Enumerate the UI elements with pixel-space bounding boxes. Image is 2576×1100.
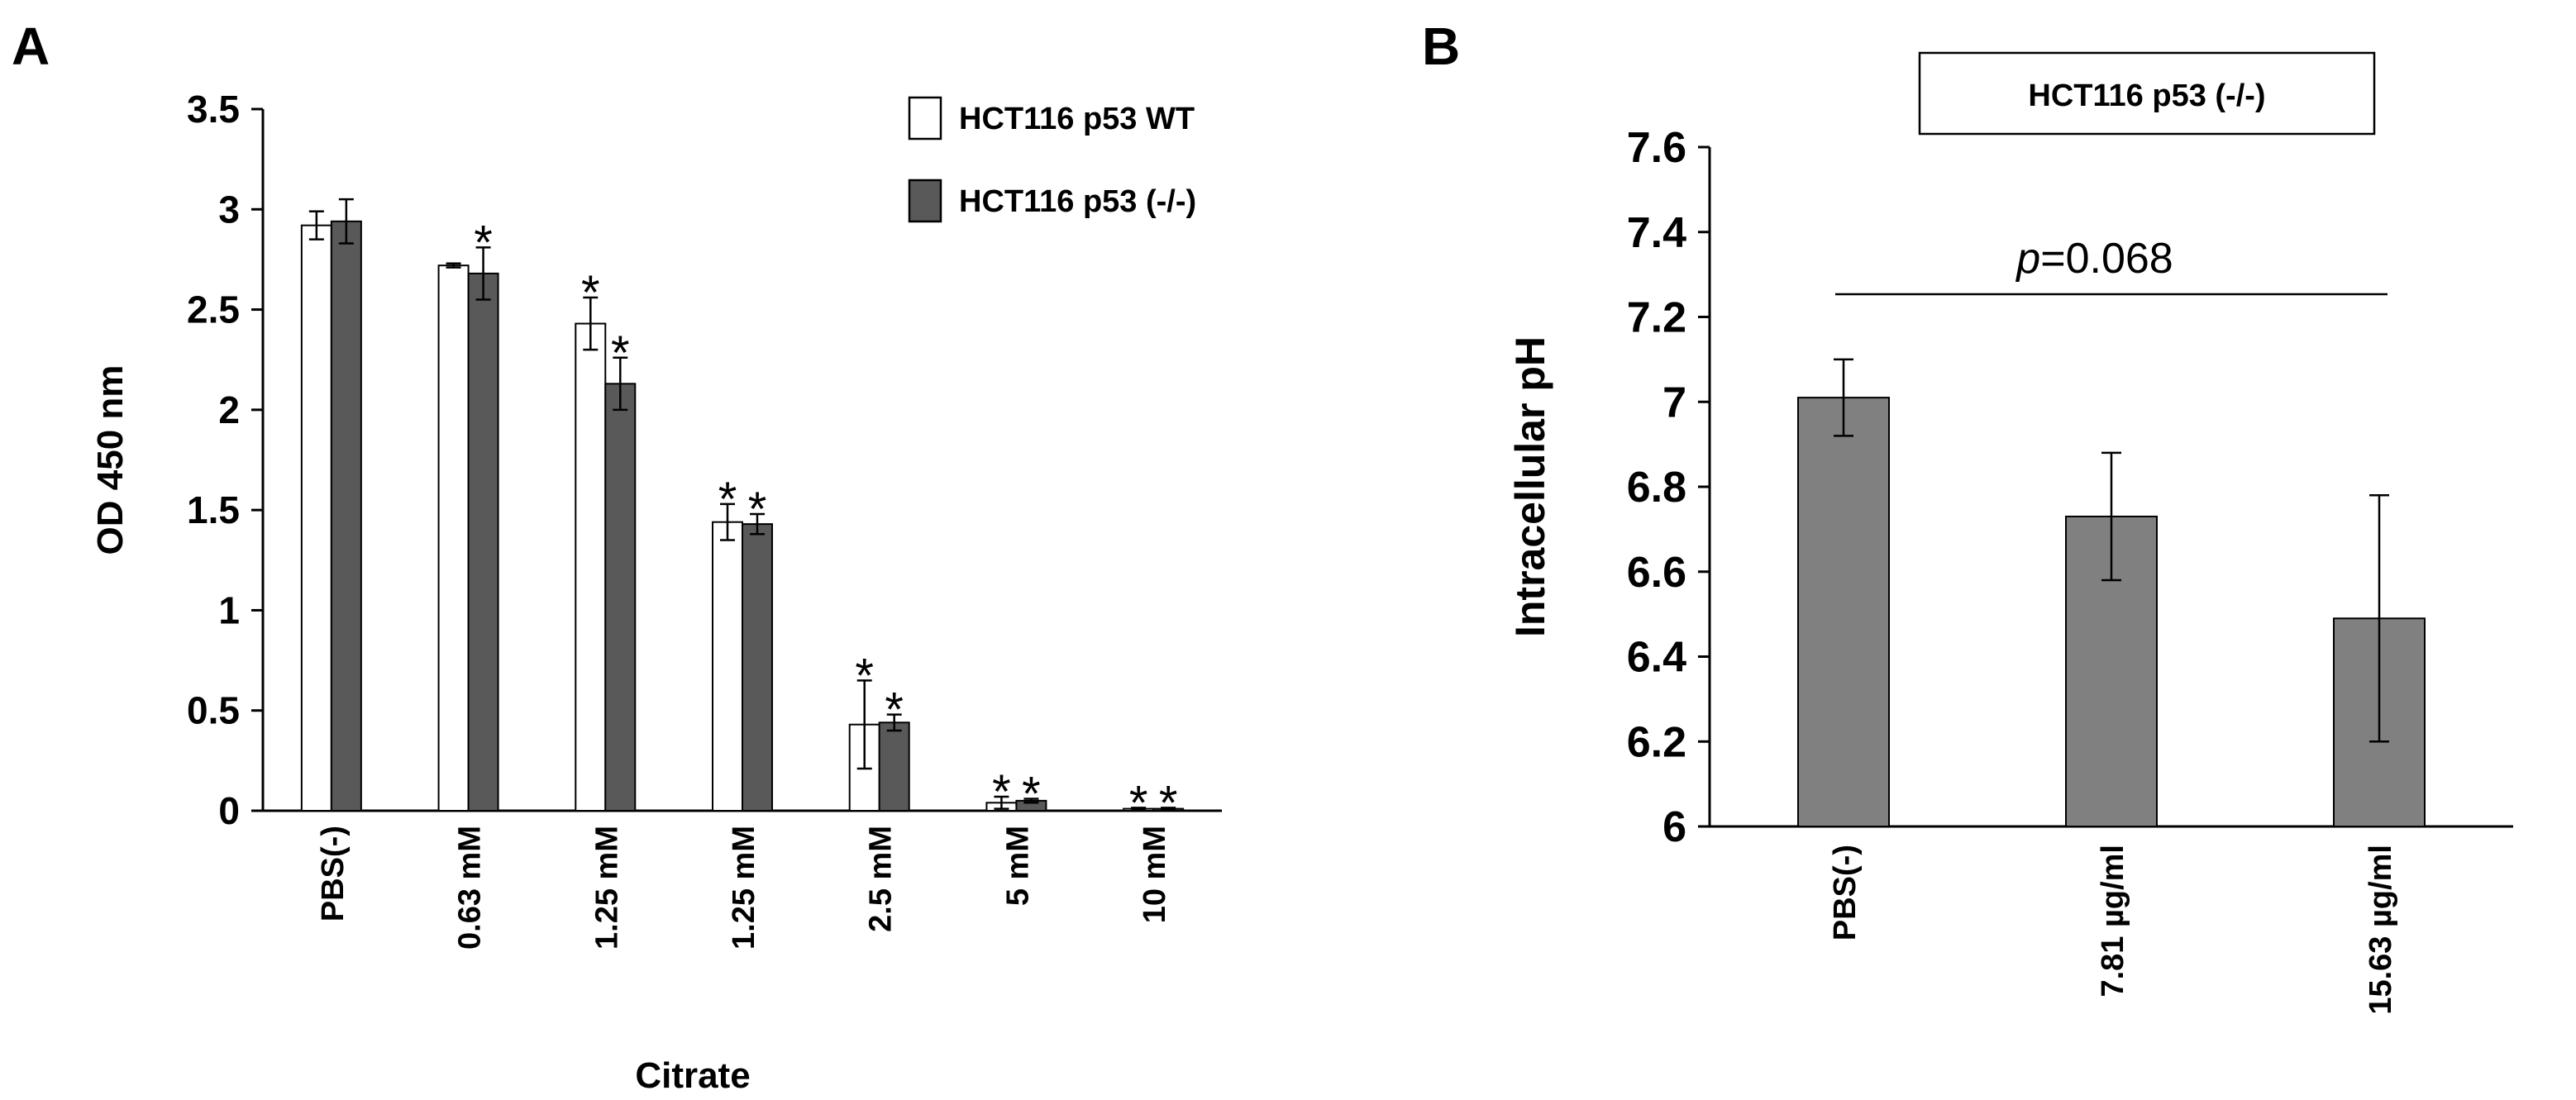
significance-star-hct116-p53-wt-2: * <box>581 266 600 320</box>
error-bar-7-81-g-ml <box>2101 451 2121 582</box>
x-tick-label-15-63-g-ml: 15.63 µg/ml <box>2364 845 2398 1015</box>
y-tick-label: 0.5 <box>187 689 240 732</box>
legend-swatch-ko <box>908 179 942 223</box>
chart-b-title-box: HCT116 p53 (-/-) <box>1918 51 2376 136</box>
significance-star-hct116-p53-6: * <box>1159 776 1178 830</box>
bar-hct116-p53-wt-pbs-0 <box>300 224 332 812</box>
x-tick-label-2-5-mm-4: 2.5 mM <box>864 826 899 932</box>
x-tick-label-pbs: PBS(-) <box>1828 845 1863 940</box>
significance-star-hct116-p53-5: * <box>1022 767 1041 821</box>
panel-letter-a: A <box>12 17 50 76</box>
bar-hct116-p53-1-25-mm-2 <box>604 383 637 812</box>
significance-star-hct116-p53-wt-4: * <box>855 649 874 702</box>
x-tick-label-5-mm-5: 5 mM <box>1000 826 1035 906</box>
x-tick-label-7-81-g-ml: 7.81 µg/ml <box>2096 845 2130 998</box>
error-bar-pbs <box>1834 358 1853 437</box>
significance-star-hct116-p53-3: * <box>748 483 767 536</box>
legend-label-ko: HCT116 p53 (-/-) <box>959 184 1196 219</box>
x-tick-label-pbs-0: PBS(-) <box>316 826 351 921</box>
panel-letter-b: B <box>1422 17 1460 76</box>
chart-a-x-axis-label: Citrate <box>635 1055 750 1096</box>
y-tick-label: 2.5 <box>187 288 240 331</box>
legend-label-wt: HCT116 p53 WT <box>959 102 1195 136</box>
chart-a-y-ticks: 0 0.5 1 1.5 2 2.5 3 3.5 <box>187 88 263 832</box>
chart-a-x-ticks: PBS(-) 0.63 mM 1.25 mM 1.25 mM 2.5 mM 5 mM 10 … <box>316 826 1172 950</box>
y-tick-label: 1.5 <box>187 488 240 531</box>
error-bar-hct116-p53-wt-0 <box>308 210 324 240</box>
bar-hct116-p53-wt-0-63-mm-1 <box>437 264 470 812</box>
y-tick-label: 6.6 <box>1627 549 1686 597</box>
bar-pbs <box>1797 397 1890 827</box>
chart-b-bars <box>1797 397 2426 828</box>
error-bar-hct116-p53-wt-3 <box>720 502 735 541</box>
bar-hct116-p53-pbs-0 <box>330 220 362 812</box>
y-tick-label: 6.4 <box>1627 634 1686 682</box>
x-tick-label-10-mm-6: 10 mM <box>1138 826 1172 923</box>
y-tick-label: 1 <box>218 588 240 631</box>
y-tick-label: 3 <box>218 188 240 231</box>
y-tick-label: 3.5 <box>187 88 240 131</box>
error-bar-hct116-p53-wt-6 <box>1131 807 1147 812</box>
chart-b-y-ticks: 6 6.2 6.4 6.6 6.8 7 7.2 7.4 7.6 <box>1627 124 1710 851</box>
x-tick-label-1-25-mm-3: 1.25 mM <box>727 826 761 950</box>
chart-b-title: HCT116 p53 (-/-) <box>2028 79 2265 113</box>
bar-hct116-p53-1-25-mm-3 <box>742 523 773 812</box>
significance-star-hct116-p53-wt-5: * <box>992 765 1011 819</box>
p-value: =0.068 <box>2040 235 2173 283</box>
chart-b-y-axis-label: Intracellular pH <box>1507 336 1553 637</box>
chart-a-legend: HCT116 p53 WT HCT116 p53 (-/-) <box>908 96 1196 223</box>
error-bar-hct116-p53-6 <box>1161 807 1176 812</box>
error-bar-hct116-p53-4 <box>886 713 902 732</box>
y-tick-label: 2 <box>218 388 240 431</box>
legend-swatch-wt <box>908 96 942 140</box>
y-tick-label: 7.4 <box>1627 209 1686 257</box>
bar-hct116-p53-wt-1-25-mm-2 <box>575 322 607 812</box>
error-bar-15-63-g-ml <box>2369 494 2389 743</box>
significance-star-hct116-p53-2: * <box>611 326 630 380</box>
p-value-text: p=0.068 <box>2015 235 2173 283</box>
p-symbol: p <box>2015 235 2040 283</box>
chart-b-title-frame <box>1918 51 2376 136</box>
error-bar-hct116-p53-1 <box>475 246 491 301</box>
y-tick-label: 7 <box>1662 379 1686 426</box>
y-tick-label: 6.8 <box>1627 464 1686 512</box>
error-bar-hct116-p53-0 <box>338 198 354 245</box>
error-bar-hct116-p53-wt-5 <box>994 795 1009 810</box>
error-bar-hct116-p53-wt-1 <box>446 262 461 269</box>
chart-a-error-bars <box>308 198 1176 812</box>
significance-star-hct116-p53-wt-6: * <box>1129 776 1148 830</box>
error-bar-hct116-p53-5 <box>1023 798 1039 804</box>
error-bar-hct116-p53-wt-2 <box>583 296 599 351</box>
y-tick-label: 6.2 <box>1627 718 1686 766</box>
chart-a-y-axis-label: OD 450 nm <box>90 365 131 555</box>
significance-star-hct116-p53-4: * <box>885 683 904 737</box>
y-tick-label: 7.2 <box>1627 294 1686 342</box>
significance-star-hct116-p53-wt-3: * <box>718 473 737 526</box>
bar-hct116-p53-0-63-mm-1 <box>467 272 499 812</box>
y-tick-label: 0 <box>218 789 240 832</box>
chart-b-p-value-annotation: p=0.068 <box>1835 235 2388 296</box>
chart-b-x-ticks: PBS(-) 7.81 µg/ml 15.63 µg/ml <box>1828 845 2398 1015</box>
error-bar-hct116-p53-2 <box>613 356 628 412</box>
chart-b-error-bars <box>1834 358 2389 743</box>
y-tick-label: 7.6 <box>1627 124 1686 172</box>
y-tick-label: 6 <box>1662 803 1686 851</box>
error-bar-hct116-p53-wt-4 <box>856 679 872 770</box>
error-bar-hct116-p53-3 <box>750 512 765 536</box>
x-tick-label-0-63-mm-1: 0.63 mM <box>453 826 488 950</box>
significance-star-hct116-p53-1: * <box>474 216 493 269</box>
bar-hct116-p53-wt-1-25-mm-3 <box>712 521 743 812</box>
chart-a-bars <box>300 220 1185 812</box>
chart-a-significance-stars: **** **** * * * <box>474 216 1177 830</box>
x-tick-label-1-25-mm-2: 1.25 mM <box>589 826 624 950</box>
